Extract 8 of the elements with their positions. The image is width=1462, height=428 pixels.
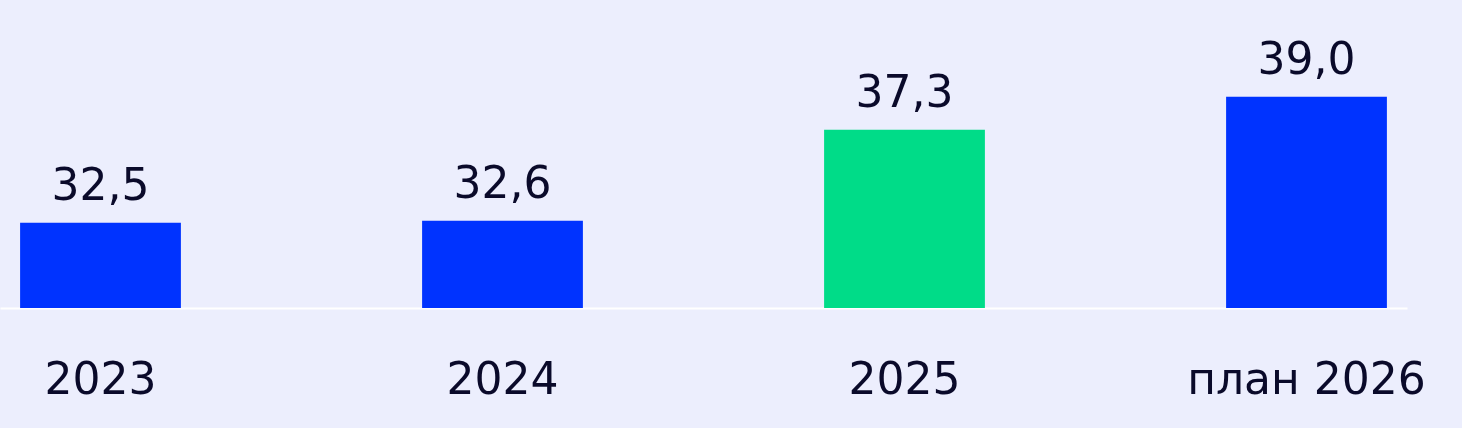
- x-tick-label: 2024: [446, 352, 559, 404]
- data-label: 37,3: [855, 65, 954, 117]
- data-label: 39,0: [1257, 32, 1356, 84]
- data-label: 32,5: [51, 158, 150, 210]
- x-tick-label: 2023: [44, 352, 157, 404]
- x-tick-label: план 2026: [1187, 352, 1426, 404]
- data-label: 32,6: [453, 156, 552, 208]
- x-tick-label: 2025: [848, 352, 961, 404]
